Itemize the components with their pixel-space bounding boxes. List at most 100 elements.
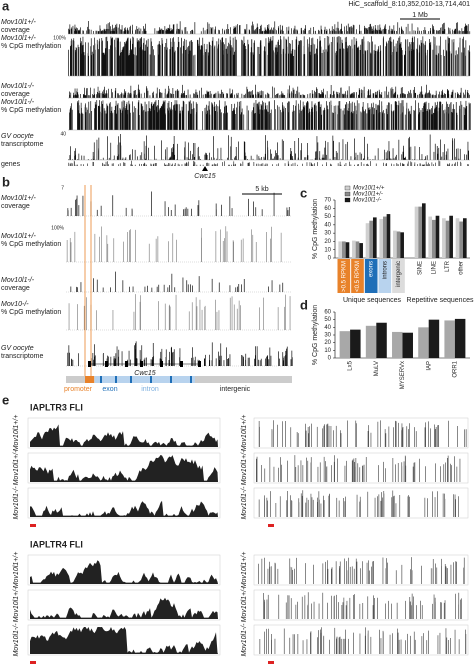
legend-bar (85, 376, 94, 383)
legend-label: Mov10l1+/- (353, 192, 383, 198)
track-signal (67, 191, 290, 216)
track-label: GV oocyte (1, 133, 34, 140)
track-signal (256, 455, 461, 482)
x-tick-label: other (459, 261, 465, 275)
x-tick-label: MYSERVx (400, 361, 406, 389)
track-frame (27, 487, 221, 519)
category-box (392, 259, 405, 293)
bar (372, 217, 377, 258)
track-frame (253, 487, 469, 519)
bar (383, 216, 387, 258)
track-label: Mov10l1+/- (1, 35, 36, 42)
exon (105, 361, 108, 367)
row-label: Mov10l1-/- (241, 623, 248, 657)
track-label: % CpG methylation (1, 107, 61, 114)
legend-swatch (344, 185, 351, 191)
legend-exon (170, 376, 172, 383)
exon (160, 361, 163, 367)
legend-swatch (344, 197, 351, 203)
category-box (337, 259, 351, 293)
legend-swatch (344, 191, 351, 197)
bar (376, 322, 387, 358)
row-label: Mov10l1-/- (13, 486, 20, 520)
row-label: Mov10l1+/- (13, 587, 20, 622)
axis-label: 100% (53, 35, 66, 41)
track-frame (253, 452, 469, 484)
bar (338, 241, 343, 258)
bar (428, 319, 440, 358)
y-tick-label: 70 (324, 198, 331, 204)
feature-marker (30, 661, 36, 664)
track-label: % CpG methylation (1, 241, 61, 248)
x-tick-label: promoter <0.5 RPKM (355, 261, 361, 318)
track-frame (253, 589, 469, 621)
legend-exon (130, 376, 132, 383)
track-signal (69, 100, 471, 130)
exon (88, 361, 91, 367)
bar (355, 241, 360, 258)
legend-label: intergenic (220, 386, 251, 393)
track-label: transcriptome (1, 353, 44, 360)
scale-label: 1 Mb (412, 12, 428, 19)
bar (350, 329, 361, 358)
x-tick-label: Lx5 (348, 360, 354, 370)
row-label: Mov10l1-/- (13, 623, 20, 657)
track-signal (70, 271, 284, 292)
track-frame (27, 417, 221, 449)
category-box (351, 259, 364, 293)
track-label: coverage (1, 91, 30, 98)
track-label: Mov10l1-/- (1, 83, 35, 90)
block-title: IAPLTR4 FLI (30, 539, 83, 549)
y-tick-label: 60 (324, 310, 331, 316)
track-frame (27, 589, 221, 621)
bar (369, 220, 373, 258)
panel-label: a (2, 0, 10, 13)
panel-label: c (300, 185, 307, 200)
x-tick-label: ORR1 (452, 360, 458, 377)
bar (445, 220, 450, 258)
legend-exon (100, 376, 102, 383)
genes-label: genes (1, 161, 21, 168)
track-label: Mov10l1+/- (1, 19, 36, 26)
category-box (364, 259, 378, 293)
bar (342, 241, 346, 258)
track-label: transcriptome (1, 141, 44, 148)
track-signal (258, 490, 459, 517)
y-tick-label: 10 (324, 247, 331, 253)
y-tick-label: 10 (324, 348, 331, 354)
row-label: Mov10l1+/+ (13, 552, 20, 589)
legend-label: Mov10l1-/- (353, 198, 381, 204)
bar (400, 232, 404, 258)
legend-exon (190, 376, 192, 383)
x-tick-label: exons (369, 261, 375, 277)
bar (421, 203, 426, 258)
y-axis-label: % CpG methylation (312, 199, 319, 259)
legend-label: exon (102, 386, 117, 393)
y-tick-label: 0 (328, 356, 332, 362)
track-frame (27, 452, 221, 484)
track-signal (68, 294, 291, 330)
bar (379, 219, 384, 258)
row-label: Mov10l1+/- (241, 587, 248, 622)
track-signal (68, 21, 471, 34)
block-title: IAPLTR3 FLI (30, 402, 83, 412)
legend-exon (150, 376, 152, 383)
track-frame (253, 554, 469, 586)
gene-marker (202, 166, 208, 171)
y-tick-label: 30 (324, 333, 331, 339)
scale-label: 5 kb (255, 186, 268, 193)
gene-label: Cwc15 (134, 370, 156, 377)
bar (365, 223, 370, 258)
group-label: Repetitive sequences (407, 297, 474, 304)
legend-label: promoter (64, 386, 93, 393)
track-signal (66, 226, 282, 262)
x-tick-label: promoter >0.5 RPKM (341, 261, 347, 318)
bar (345, 242, 350, 258)
exon (140, 361, 143, 367)
exon (180, 361, 183, 367)
bar (449, 215, 453, 258)
row-label: Mov10l1+/- (241, 450, 248, 485)
gene-label: Cwc15 (194, 173, 216, 180)
bar (418, 327, 429, 358)
